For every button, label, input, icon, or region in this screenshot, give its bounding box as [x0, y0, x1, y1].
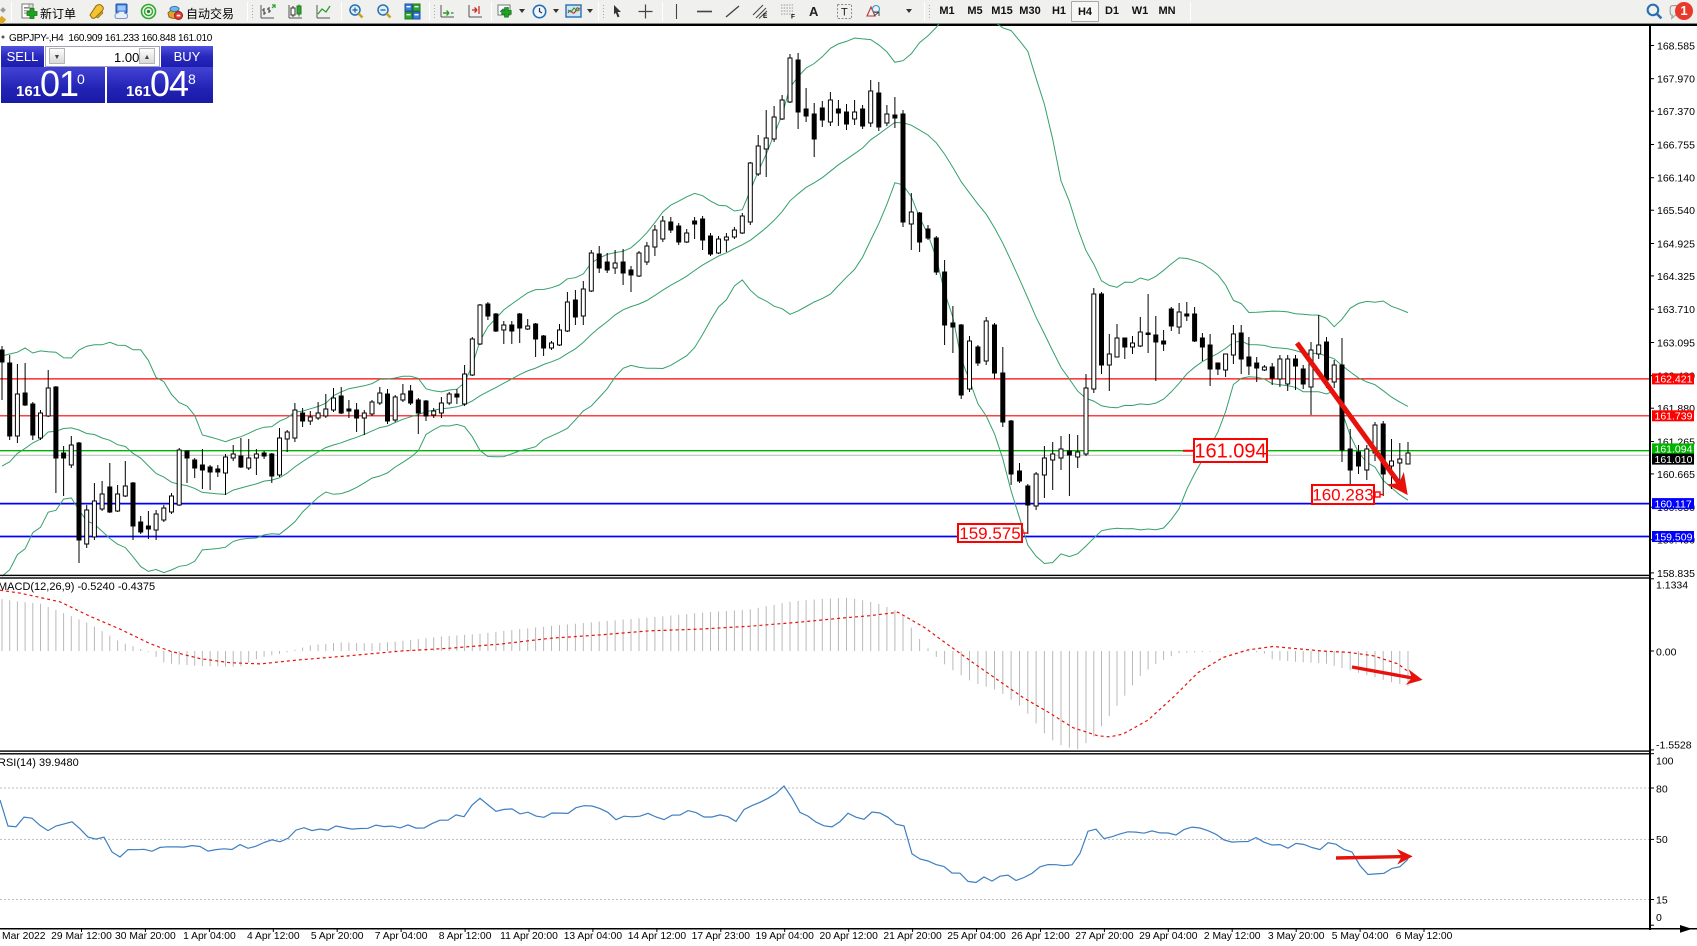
svg-text:166.140: 166.140	[1657, 173, 1695, 185]
svg-text:13 Apr 04:00: 13 Apr 04:00	[564, 931, 623, 941]
svg-text:21 Apr 20:00: 21 Apr 20:00	[883, 931, 942, 941]
svg-text:100: 100	[1656, 756, 1674, 768]
svg-text:167.370: 167.370	[1657, 106, 1695, 118]
svg-text:159.509: 159.509	[1655, 531, 1693, 543]
svg-text:161.010: 161.010	[1655, 454, 1693, 466]
svg-text:50: 50	[1656, 834, 1668, 846]
svg-text:29 Apr 04:00: 29 Apr 04:00	[1139, 931, 1198, 941]
svg-text:168.585: 168.585	[1657, 41, 1695, 53]
svg-text:160.117: 160.117	[1655, 498, 1692, 510]
svg-text:20 Apr 12:00: 20 Apr 12:00	[819, 931, 878, 941]
svg-text:162.421: 162.421	[1655, 374, 1693, 386]
svg-text:GBPJPY-,H4 160.909 161.233 16: GBPJPY-,H4 160.909 161.233 160.848 161.0…	[9, 33, 213, 44]
svg-text:164.325: 164.325	[1657, 271, 1695, 283]
svg-text:0: 0	[1656, 912, 1662, 924]
svg-text:160.283: 160.283	[1312, 485, 1373, 504]
svg-text:F: F	[791, 14, 795, 21]
svg-text:6 May 12:00: 6 May 12:00	[1396, 931, 1453, 941]
svg-text:161.739: 161.739	[1655, 411, 1693, 423]
svg-text:161.094: 161.094	[1655, 444, 1693, 456]
svg-text:17 Apr 23:00: 17 Apr 23:00	[692, 931, 751, 941]
svg-text:161.094: 161.094	[1194, 441, 1266, 463]
svg-text:14 Apr 12:00: 14 Apr 12:00	[628, 931, 687, 941]
svg-text:MACD(12,26,9) -0.5240 -0.4375: MACD(12,26,9) -0.5240 -0.4375	[0, 581, 155, 593]
svg-text:4 Apr 12:00: 4 Apr 12:00	[247, 931, 300, 941]
svg-text:E: E	[763, 13, 768, 20]
svg-text:26 Apr 12:00: 26 Apr 12:00	[1011, 931, 1070, 941]
svg-text:165.540: 165.540	[1657, 205, 1695, 217]
svg-text:Mar 2022: Mar 2022	[2, 931, 46, 941]
svg-text:1 Apr 04:00: 1 Apr 04:00	[183, 931, 236, 941]
svg-text:163.095: 163.095	[1657, 338, 1695, 350]
svg-text:8 Apr 12:00: 8 Apr 12:00	[439, 931, 492, 941]
svg-text:3 May 20:00: 3 May 20:00	[1268, 931, 1325, 941]
svg-text:2 May 12:00: 2 May 12:00	[1204, 931, 1261, 941]
svg-text:30 Mar 20:00: 30 Mar 20:00	[115, 931, 176, 941]
svg-text:-1.5528: -1.5528	[1656, 739, 1692, 751]
svg-text:7 Apr 04:00: 7 Apr 04:00	[375, 931, 428, 941]
svg-text:29 Mar 12:00: 29 Mar 12:00	[51, 931, 112, 941]
svg-text:160.665: 160.665	[1657, 469, 1695, 481]
svg-text:164.925: 164.925	[1657, 239, 1695, 251]
svg-text:1.1334: 1.1334	[1656, 580, 1688, 592]
svg-text:167.970: 167.970	[1657, 74, 1695, 86]
svg-text:159.575: 159.575	[959, 524, 1020, 543]
svg-text:19 Apr 04:00: 19 Apr 04:00	[755, 931, 814, 941]
svg-text:RSI(14) 39.9480: RSI(14) 39.9480	[0, 757, 79, 769]
svg-text:80: 80	[1656, 783, 1668, 795]
svg-text:T: T	[841, 7, 848, 19]
svg-text:0.00: 0.00	[1656, 647, 1677, 659]
svg-text:15: 15	[1656, 895, 1668, 907]
svg-text:158.835: 158.835	[1657, 568, 1695, 580]
svg-text:166.755: 166.755	[1657, 140, 1695, 152]
svg-text:11 Apr 20:00: 11 Apr 20:00	[500, 931, 558, 941]
svg-text:5 May 04:00: 5 May 04:00	[1332, 931, 1389, 941]
svg-text:5 Apr 20:00: 5 Apr 20:00	[311, 931, 364, 941]
svg-text:27 Apr 20:00: 27 Apr 20:00	[1075, 931, 1134, 941]
svg-text:163.710: 163.710	[1657, 304, 1695, 316]
svg-text:25 Apr 04:00: 25 Apr 04:00	[947, 931, 1006, 941]
